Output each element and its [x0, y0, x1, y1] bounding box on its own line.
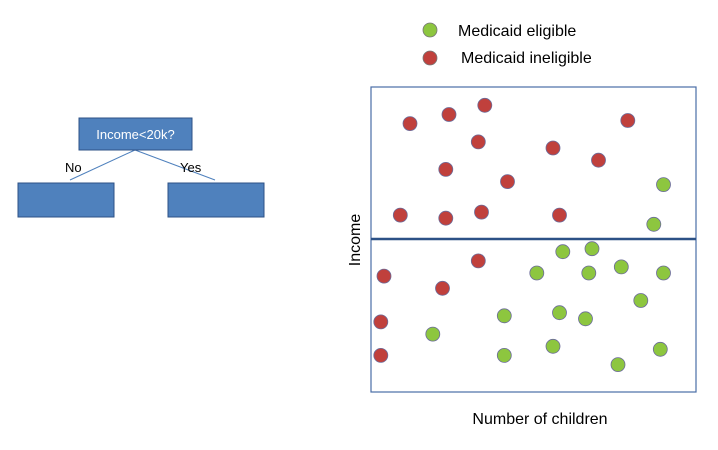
point-ineligible-4 — [545, 140, 561, 156]
scatter-plot: Income Number of children — [347, 86, 697, 428]
point-ineligible-12 — [552, 207, 567, 223]
point-eligible-10 — [496, 308, 512, 324]
point-ineligible-13 — [470, 253, 486, 269]
edge-label-yes: Yes — [180, 160, 202, 175]
leaf-node-no — [17, 182, 115, 218]
point-eligible-9 — [425, 326, 441, 342]
point-eligible-13 — [496, 347, 512, 363]
legend-eligible-label: Medicaid eligible — [458, 23, 576, 40]
point-ineligible-17 — [373, 347, 389, 363]
point-ineligible-2 — [477, 97, 493, 113]
point-ineligible-5 — [591, 152, 606, 168]
root-node-label: Income<20k? — [96, 127, 174, 142]
point-eligible-1 — [646, 216, 662, 232]
root-node — [78, 117, 193, 151]
x-axis-label: Number of children — [472, 411, 607, 428]
legend-eligible-marker — [422, 22, 438, 38]
point-eligible-16 — [610, 357, 626, 373]
legend-ineligible-marker — [422, 50, 438, 66]
leaf-node-yes — [167, 182, 265, 218]
point-ineligible-7 — [438, 161, 454, 177]
point-eligible-15 — [652, 341, 668, 357]
point-ineligible-1 — [441, 107, 457, 122]
point-eligible-2 — [555, 244, 571, 260]
tree-edge-right — [134, 149, 216, 181]
point-ineligible-14 — [376, 268, 392, 284]
point-ineligible-6 — [620, 113, 636, 128]
point-ineligible-3 — [470, 134, 486, 150]
point-eligible-6 — [613, 259, 629, 275]
point-eligible-8 — [633, 293, 649, 308]
point-ineligible-10 — [438, 210, 454, 226]
legend: Medicaid eligible Medicaid ineligible — [422, 22, 592, 67]
point-eligible-14 — [545, 338, 561, 354]
scatter-points — [373, 97, 671, 373]
point-eligible-12 — [578, 311, 593, 327]
point-ineligible-0 — [402, 116, 418, 131]
point-ineligible-16 — [373, 314, 389, 330]
point-eligible-11 — [552, 305, 567, 321]
edge-label-no: No — [65, 160, 82, 175]
point-ineligible-8 — [500, 174, 515, 190]
point-eligible-7 — [656, 265, 671, 281]
decision-tree: Income<20k? No Yes — [17, 117, 265, 218]
point-ineligible-15 — [435, 280, 450, 296]
point-eligible-5 — [581, 265, 597, 281]
tree-edge-left — [69, 149, 136, 181]
point-eligible-4 — [529, 265, 545, 281]
point-eligible-3 — [584, 241, 600, 257]
point-ineligible-9 — [392, 207, 408, 223]
legend-ineligible-label: Medicaid ineligible — [461, 50, 592, 67]
point-ineligible-11 — [474, 204, 489, 220]
point-eligible-0 — [656, 177, 671, 193]
y-axis-label: Income — [347, 214, 364, 267]
